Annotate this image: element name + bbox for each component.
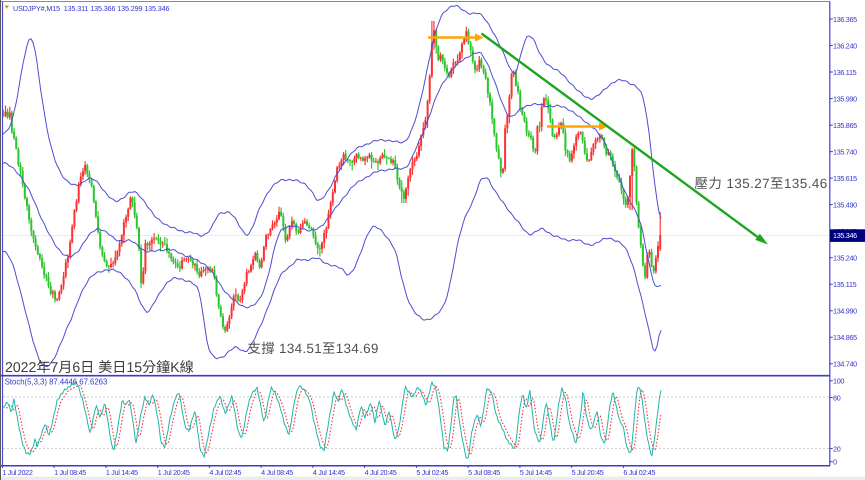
svg-text:1 Jul 14:45: 1 Jul 14:45 (106, 468, 138, 477)
svg-text:134.865: 134.865 (833, 333, 857, 342)
svg-text:80: 80 (833, 393, 841, 402)
svg-text:134.740: 134.740 (833, 360, 857, 369)
svg-text:USDJPY#,M15 135.311 135.366 1: USDJPY#,M15 135.311 135.366 135.299 135.… (13, 4, 170, 13)
svg-text:4 Jul 20:45: 4 Jul 20:45 (365, 468, 397, 477)
svg-text:135.615: 135.615 (833, 174, 857, 183)
svg-text:136.240: 136.240 (833, 41, 857, 50)
svg-text:1 Jul 2022: 1 Jul 2022 (2, 468, 32, 477)
svg-text:Stoch(5,3,3) 87.4446 67.6263: Stoch(5,3,3) 87.4446 67.6263 (5, 377, 108, 386)
svg-text:4 Jul 02:45: 4 Jul 02:45 (209, 468, 241, 477)
svg-text:135.240: 135.240 (833, 253, 857, 262)
svg-text:136.115: 136.115 (833, 68, 857, 77)
svg-text:5 Jul 08:45: 5 Jul 08:45 (468, 468, 500, 477)
svg-text:135.865: 135.865 (833, 121, 857, 130)
svg-text:5 Jul 02:45: 5 Jul 02:45 (416, 468, 448, 477)
svg-text:135.490: 135.490 (833, 200, 857, 209)
svg-text:20: 20 (833, 444, 841, 453)
svg-text:136.365: 136.365 (833, 15, 857, 24)
svg-text:5 Jul 14:45: 5 Jul 14:45 (520, 468, 552, 477)
svg-text:100: 100 (833, 377, 844, 386)
svg-text:1 Jul 08:45: 1 Jul 08:45 (54, 468, 86, 477)
svg-text:4 Jul 14:45: 4 Jul 14:45 (313, 468, 345, 477)
svg-text:1 Jul 20:45: 1 Jul 20:45 (158, 468, 190, 477)
svg-text:135.990: 135.990 (833, 94, 857, 103)
svg-text:5 Jul 20:45: 5 Jul 20:45 (572, 468, 604, 477)
svg-text:0: 0 (833, 458, 837, 467)
svg-text:135.115: 135.115 (833, 280, 857, 289)
svg-text:135.740: 135.740 (833, 147, 857, 156)
svg-text:134.990: 134.990 (833, 307, 857, 316)
svg-text:6 Jul 02:45: 6 Jul 02:45 (623, 468, 655, 477)
svg-text:4 Jul 08:45: 4 Jul 08:45 (261, 468, 293, 477)
svg-text:135.346: 135.346 (833, 231, 857, 240)
